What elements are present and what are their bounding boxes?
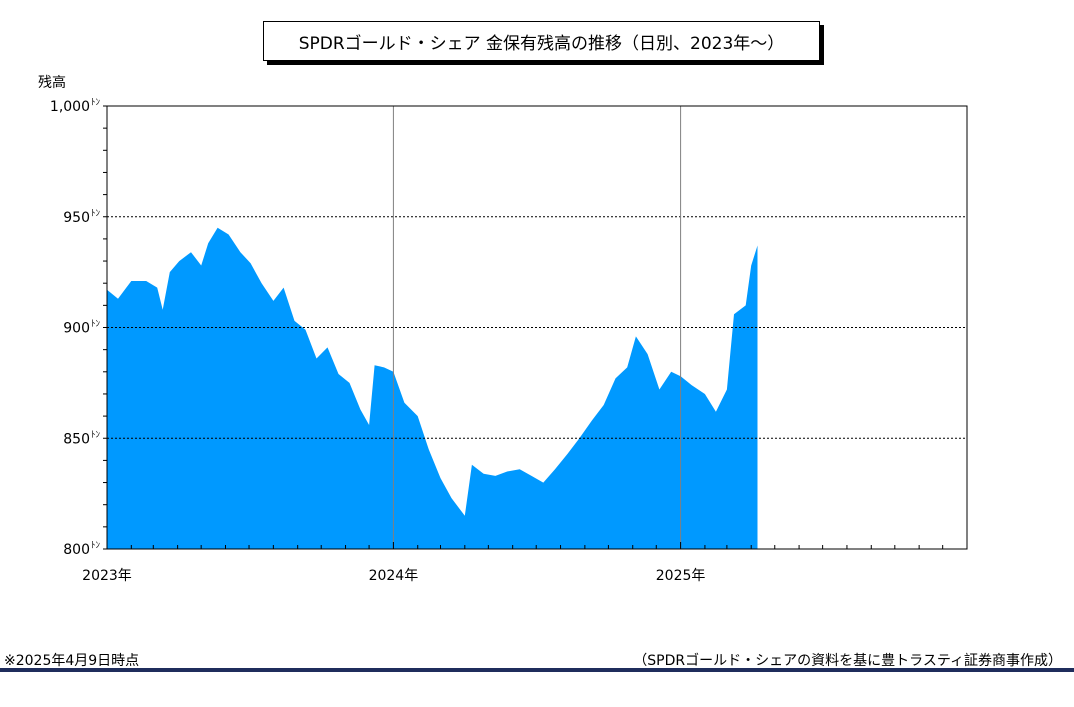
y-tick-unit: ﾄﾝ [91,98,101,108]
y-tick-label: 950 [63,210,90,226]
y-tick-label: 800 [63,542,90,558]
y-tick-unit: ﾄﾝ [91,430,101,440]
y-tick-label: 1,000 [50,99,90,115]
y-tick-unit: ﾄﾝ [91,541,101,551]
x-tick-label: 2024年 [369,568,419,584]
bottom-rule [0,668,1074,672]
y-tick-label: 850 [63,431,90,447]
x-tick-label: 2025年 [656,568,706,584]
footnote: ※2025年4月9日時点 [4,653,140,669]
area-layer [107,227,758,550]
x-tick-label: 2023年 [82,568,132,584]
chart-title: SPDRゴールド・シェア 金保有残高の推移（日別、2023年～） [263,21,820,61]
y-tick-unit: ﾄﾝ [91,320,101,330]
source-note: （SPDRゴールド・シェアの資料を基に豊トラスティ証券商事作成） [633,653,1062,669]
y-axis-label: 残高 [38,75,66,91]
y-tick-label: 900 [63,321,90,337]
x-tick-layer: 2023年 2024年 2025年 [82,542,968,584]
y-tick-unit: ﾄﾝ [91,209,101,219]
area-series-0 [107,227,758,550]
